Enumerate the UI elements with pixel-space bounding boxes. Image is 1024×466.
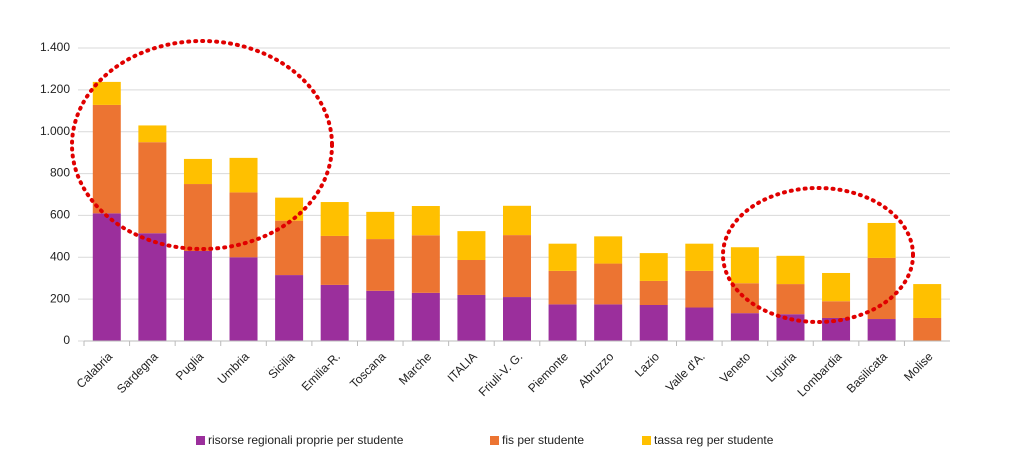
x-tick-label: Liguria	[763, 349, 799, 385]
legend-swatch	[196, 436, 205, 445]
x-tick-label: Valle d'A.	[663, 349, 708, 394]
bar-segment	[639, 305, 668, 341]
bar-segment	[730, 313, 759, 341]
bar-segment	[594, 304, 623, 341]
bar-segment	[138, 233, 167, 341]
bar-segment	[366, 239, 395, 291]
legend-swatch	[642, 436, 651, 445]
bar-segment	[639, 280, 668, 306]
bar-segment	[548, 243, 577, 271]
y-tick-label: 1.000	[40, 124, 70, 138]
highlight-ellipse	[70, 39, 334, 251]
bar-segment	[548, 304, 577, 341]
x-tick-label: Molise	[901, 349, 936, 384]
x-tick-label: Toscana	[347, 349, 389, 391]
bar-segment	[594, 236, 623, 264]
y-tick-label: 200	[50, 291, 70, 305]
bar-segment	[503, 235, 531, 298]
bar-segment	[913, 317, 942, 341]
bar-segment	[457, 231, 486, 261]
bar-segment	[229, 157, 258, 193]
bar-segment	[229, 192, 258, 258]
bar-segment	[503, 297, 531, 341]
x-tick-label: Emilia-R.	[299, 349, 343, 393]
bar-segment	[594, 263, 623, 305]
bar-segment	[730, 247, 759, 284]
bar-segment	[776, 284, 805, 315]
bar-segment	[366, 290, 395, 341]
legend-label: tassa reg per studente	[654, 433, 774, 447]
bar-segment	[275, 275, 304, 341]
bar-segment	[822, 301, 851, 318]
bar-segment	[275, 197, 304, 221]
bar-segment	[320, 284, 349, 341]
bar-segment	[92, 213, 121, 341]
legend-label: risorse regionali proprie per studente	[208, 433, 404, 447]
x-tick-label: Puglia	[173, 349, 207, 383]
bar-segment	[548, 270, 577, 305]
bar-segment	[639, 253, 668, 281]
y-tick-label: 1.200	[40, 82, 70, 96]
bar-segment	[229, 257, 258, 341]
bar-segment	[183, 251, 212, 341]
x-tick-label: Basilicata	[844, 349, 890, 395]
bar-segment	[685, 307, 714, 341]
bar-segment	[138, 125, 167, 143]
x-tick-label: Umbria	[215, 349, 252, 386]
x-tick-label: Marche	[396, 349, 434, 387]
y-tick-label: 800	[50, 166, 70, 180]
x-tick-label: ITALIA	[445, 349, 480, 384]
x-tick-label: Lazio	[632, 349, 662, 379]
x-tick-label: Veneto	[717, 349, 754, 386]
y-tick-label: 0	[63, 333, 70, 347]
bar-segment	[457, 294, 486, 341]
x-tick-label: Sicilia	[265, 349, 297, 381]
x-tick-label: Friuli-V. G.	[476, 349, 526, 399]
x-tick-label: Sardegna	[114, 349, 161, 396]
bar-segment	[411, 206, 440, 236]
x-tick-label: Abruzzo	[575, 349, 616, 390]
bar-segment	[411, 235, 440, 293]
highlight-ellipse	[721, 186, 915, 324]
bar-segment	[776, 255, 805, 285]
y-tick-label: 400	[50, 249, 70, 263]
legend-label: fis per studente	[502, 433, 584, 447]
bar-segment	[92, 81, 121, 105]
legend-swatch	[490, 436, 499, 445]
bar-segment	[503, 205, 531, 236]
bar-segment	[730, 283, 759, 314]
y-tick-label: 600	[50, 208, 70, 222]
bar-segment	[92, 104, 121, 214]
bar-segment	[867, 319, 896, 341]
bar-segment	[320, 235, 349, 285]
bar-segment	[366, 211, 395, 240]
x-tick-label: Calabria	[74, 349, 116, 391]
x-tick-label: Lombardia	[794, 349, 844, 399]
bar-segment	[138, 142, 167, 234]
bar-segment	[685, 270, 714, 308]
bar-segment	[867, 222, 896, 258]
x-tick-label: Piemonte	[525, 349, 571, 395]
bar-segment	[913, 284, 942, 318]
bar-segment	[457, 260, 486, 295]
bar-segment	[822, 317, 851, 341]
bar-segment	[320, 202, 349, 236]
bar-segment	[411, 292, 440, 341]
bar-segment	[822, 272, 851, 302]
bar-segment	[183, 184, 212, 252]
y-tick-label: 1.400	[40, 40, 70, 54]
bar-segment	[183, 158, 212, 185]
plot: 0 200 400 600 800 1.000 1.200 1.400 CalabriaSard…	[40, 40, 950, 447]
bar-segment	[685, 243, 714, 271]
